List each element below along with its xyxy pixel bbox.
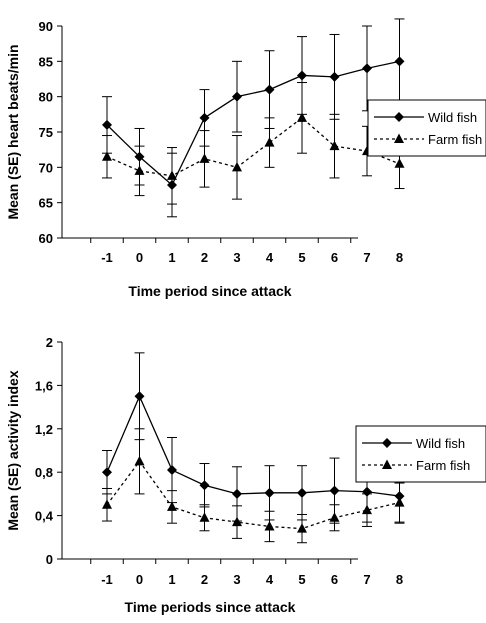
x-tick-label: 0: [136, 250, 143, 265]
farm-fish-point: [362, 504, 372, 515]
y-tick-label: 1,2: [35, 422, 53, 437]
farm-fish-point: [264, 137, 275, 147]
x-tick-label: 3: [233, 572, 240, 587]
x-tick-label: 3: [233, 250, 240, 265]
x-tick-label: 5: [298, 572, 305, 587]
farm-fish-point: [394, 158, 405, 168]
y-axis-title: Mean (SE) activity index: [5, 370, 21, 530]
farm-fish-point: [134, 165, 145, 175]
farm-fish-point: [199, 512, 210, 522]
farm-fish-point: [167, 501, 177, 511]
x-tick-label: 7: [363, 250, 370, 265]
y-tick-label: 1,6: [35, 378, 53, 393]
legend-label-wild-fish: Wild fish: [428, 110, 477, 125]
x-tick-label: -1: [101, 572, 113, 587]
wild-fish-point: [232, 91, 242, 102]
farm-fish-point: [199, 153, 210, 163]
y-tick-label: 75: [39, 125, 53, 140]
wild-fish-point: [329, 485, 340, 496]
legend-label-farm-fish: Farm fish: [416, 458, 470, 473]
x-axis-title: Time period since attack: [128, 283, 291, 299]
wild-fish-point: [362, 63, 372, 74]
y-tick-label: 65: [39, 196, 53, 211]
x-tick-label: 8: [396, 572, 403, 587]
x-axis-title: Time periods since attack: [125, 599, 296, 615]
farm-fish-point: [232, 516, 242, 527]
farm-fish-point: [394, 497, 405, 507]
farm-fish-line: [106, 117, 400, 177]
legend-box: [367, 99, 486, 157]
wild-fish-point: [297, 487, 307, 498]
x-tick-label: 2: [201, 250, 208, 265]
y-tick-label: 70: [39, 160, 53, 175]
x-tick-label: 2: [201, 572, 208, 587]
x-tick-label: 7: [363, 572, 370, 587]
farm-fish-point: [134, 455, 145, 466]
y-tick-label: 0,8: [35, 465, 53, 480]
farm-fish-line: [106, 460, 400, 530]
wild-fish-point: [102, 119, 112, 130]
x-tick-label: 1: [168, 250, 175, 265]
x-tick-label: -1: [101, 250, 113, 265]
legend: Wild fish Farm fish: [355, 425, 486, 483]
wild-fish-point: [102, 467, 112, 478]
wild-fish-series: [102, 18, 405, 218]
farm-fish-point: [102, 151, 112, 161]
wild-fish-point: [297, 70, 307, 81]
x-tick-label: 8: [396, 250, 403, 265]
y-axis-title: Mean (SE) heart beats/min: [5, 44, 21, 219]
wild-fish-point: [199, 480, 210, 491]
wild-fish-point: [329, 71, 340, 82]
legend-marker-wild-fish: [382, 438, 392, 448]
farm-fish-point: [297, 112, 307, 122]
farm-fish-point: [102, 499, 112, 509]
farm-fish-point: [264, 520, 275, 531]
wild-fish-point: [167, 465, 177, 476]
x-tick-label: 6: [331, 250, 338, 265]
x-tick-label: 4: [266, 250, 274, 265]
heart-rate-chart: 60 65 70 75 80 85 90 -1 0 1 2 3 4 5 6 7 8 Time period sin…: [5, 18, 486, 299]
wild-fish-point: [264, 84, 275, 95]
legend-marker-farm-fish: [382, 459, 392, 469]
wild-fish-line: [106, 394, 400, 497]
activity-index-chart: 0 0,4 0,8 1,2 1,6 2 -1 0 1 2 3 4 5 6 7 8 Time periods si…: [5, 335, 486, 615]
legend-marker-farm-fish: [394, 133, 404, 143]
y-tick-label: 90: [39, 19, 53, 34]
farm-fish-point: [329, 140, 340, 151]
wild-fish-point: [199, 112, 210, 123]
legend-box: [355, 425, 486, 483]
farm-fish-point: [329, 512, 340, 522]
farm-fish-point: [297, 523, 307, 533]
legend-label-wild-fish: Wild fish: [416, 436, 465, 451]
wild-fish-point: [134, 391, 145, 402]
y-tick-label: 2: [46, 335, 53, 350]
wild-fish-point: [394, 56, 405, 67]
legend-marker-wild-fish: [394, 112, 404, 122]
y-tick-label: 80: [39, 90, 53, 105]
x-tick-label: 6: [331, 572, 338, 587]
legend: Wild fish Farm fish: [367, 99, 486, 157]
wild-fish-line: [106, 60, 400, 187]
wild-fish-point: [232, 488, 242, 499]
farm-fish-point: [232, 161, 242, 172]
legend-label-farm-fish: Farm fish: [428, 132, 482, 147]
y-tick-label: 85: [39, 54, 53, 69]
wild-fish-point: [264, 487, 275, 498]
x-tick-label: 0: [136, 572, 143, 587]
farm-fish-series: [102, 428, 405, 544]
x-tick-label: 1: [168, 572, 175, 587]
farm-fish-point: [167, 170, 177, 180]
x-tick-label: 5: [298, 250, 305, 265]
farm-fish-series: [102, 82, 405, 205]
y-tick-label: 60: [39, 231, 53, 246]
y-tick-label: 0: [46, 552, 53, 567]
y-tick-label: 0,4: [35, 509, 54, 524]
x-tick-label: 4: [266, 572, 274, 587]
